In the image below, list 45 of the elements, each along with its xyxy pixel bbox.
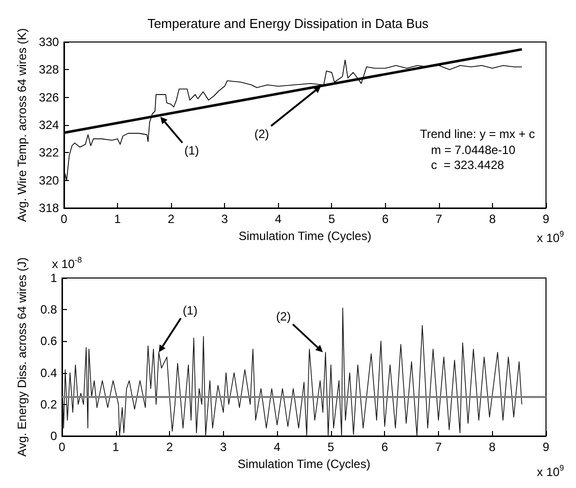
x-tick-label: 4 [274,212,282,226]
x-tick-label: 2 [168,212,175,226]
x-tick-label: 3 [221,212,228,226]
x-tick-label: 3 [220,440,227,454]
x-tick-label: 7 [436,212,443,226]
x-tick-label: 5 [328,212,336,226]
x-tick-label: 8 [488,440,496,454]
y-tick-label: 326 [38,90,60,104]
y-tick-label: 0.8 [40,302,58,317]
y-axis-title: Avg. Wire Temp. across 64 wires (K) [15,28,29,222]
y-tick-label: 324 [38,118,60,132]
annotation: (1) [182,303,198,318]
x-tick-label: 7 [435,440,442,454]
x-tick-label: 5 [328,440,335,454]
x-axis-title: Simulation Time (Cycles) [238,457,370,471]
x-axis-title: Simulation Time (Cycles) [238,229,372,243]
x-tick-label: 8 [489,212,496,226]
annotation: c = 323.4428 [431,158,504,172]
x-tick-label: 1 [112,440,120,454]
y-tick-label: 0 [50,429,58,443]
x-tick-label: 4 [274,440,281,454]
x-tick-label: 1 [114,212,122,226]
y-tick-label: 1 [50,271,58,285]
y-axis-title: Avg. Energy Diss. across 64 wires (J) [15,257,29,457]
x-tick-label: 2 [166,440,174,454]
y-tick-label: 318 [38,201,60,215]
annotation: (2) [254,126,270,141]
x-tick-label: 6 [381,440,388,454]
x-tick-label: 0 [60,212,68,226]
y-tick-label: 320 [38,173,60,188]
annotation: (1) [184,144,200,158]
y-tick-label: 0.6 [40,334,58,348]
y-tick-label: 0.2 [40,397,58,412]
y-tick-label: 330 [38,35,60,49]
y-tick-label: 322 [38,146,60,160]
y-tick-label: 0.4 [40,366,58,380]
y-tick-label: 328 [38,62,60,77]
x-tick-label: 9 [542,212,550,226]
x-tick-label: 9 [542,440,550,454]
chart-title: Temperature and Energy Dissipation in Data Bus [147,16,430,31]
line-series [62,308,522,436]
annotation: (2) [276,309,291,324]
annotation: m = 7.0448e-10 [431,143,516,157]
x-tick-label: 6 [382,212,389,226]
annotation: Trend line: y = mx + c [420,127,535,141]
